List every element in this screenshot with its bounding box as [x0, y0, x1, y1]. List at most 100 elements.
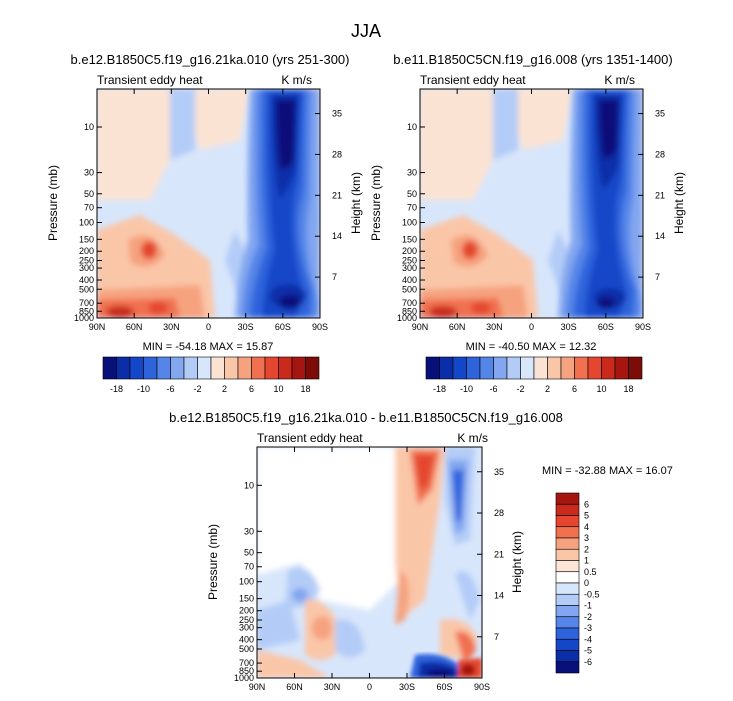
colorbar-box	[560, 356, 575, 380]
y-tick-label: 250	[79, 256, 94, 266]
colorbar-label: 1	[584, 556, 589, 566]
y-right-tick-label: 21	[332, 190, 342, 200]
colorbar-box	[555, 650, 580, 663]
y-tick-label: 50	[244, 548, 254, 558]
colorbar-label: -2	[516, 384, 524, 394]
y-tick-label: 200	[239, 606, 254, 616]
colorbar-box	[555, 638, 580, 651]
axes: 90N 60N 30N 0 30S 60S 90S103050701001502002503…	[397, 89, 665, 332]
y-tick-label: 1000	[397, 313, 417, 323]
colorbar-label: -6	[584, 657, 592, 667]
y-tick-label: 250	[239, 615, 254, 625]
y-tick-label: 150	[79, 234, 94, 244]
y-right-tick-label: 14	[655, 231, 665, 241]
colorbar-box	[555, 515, 580, 528]
colorbar-label: 0.5	[584, 567, 597, 577]
min-max-text: MIN = -54.18 MAX = 15.87	[143, 341, 274, 353]
colorbar-box	[291, 356, 306, 380]
axes: 90N 60N 30N 0 30S 60S 90S103050701001502002503…	[74, 89, 342, 332]
colorbar-label: -3	[584, 623, 592, 633]
x-tick-label: 30S	[399, 682, 415, 692]
colorbar-box	[601, 356, 616, 380]
y-right-tick-label: 28	[655, 149, 665, 159]
colorbar-label: 0	[584, 578, 589, 588]
panel-title: b.e12.B1850C5.f19_g16.21ka.010 (yrs 251-…	[71, 52, 350, 67]
x-tick-label: 30N	[324, 682, 341, 692]
colorbar-box	[156, 356, 171, 380]
colorbar-box	[574, 356, 589, 380]
colorbar-box	[547, 356, 562, 380]
x-tick-label: 60N	[286, 682, 303, 692]
panel-title: b.e11.B1850C5CN.f19_g16.008 (yrs 1351-14…	[393, 52, 672, 67]
colorbar-box	[251, 356, 266, 380]
y-tick-label: 300	[79, 263, 94, 273]
y-tick-label: 200	[79, 246, 94, 256]
x-tick-label: 60N	[449, 322, 466, 332]
y-tick-label: 850	[239, 666, 254, 676]
colorbar-box	[533, 356, 548, 380]
y-tick-label: 70	[84, 203, 94, 213]
y-tick-label: 30	[407, 168, 417, 178]
colorbar-label: 2	[545, 384, 550, 394]
x-tick-label: 60N	[126, 322, 143, 332]
colorbar-label: -2	[193, 384, 201, 394]
colorbar-label: 2	[584, 544, 589, 554]
colorbar: -18 -10 -6 -2 2 6 10 18	[102, 356, 320, 394]
y-tick-label: 700	[79, 298, 94, 308]
colorbar-label: -0.5	[584, 589, 600, 599]
colorbar-box	[506, 356, 521, 380]
x-tick-label: 90S	[474, 682, 490, 692]
y-right-tick-label: 35	[655, 109, 665, 119]
colorbar-label: -10	[137, 384, 150, 394]
colorbar-box	[555, 571, 580, 584]
y-tick-label: 300	[239, 623, 254, 633]
y-tick-label: 1000	[74, 313, 94, 323]
x-tick-label: 30S	[238, 322, 254, 332]
min-max-text: MIN = -40.50 MAX = 12.32	[466, 341, 597, 353]
axes: 90N 60N 30N 0 30S 60S 90S103050701001502002503…	[234, 447, 504, 692]
y-tick-label: 300	[402, 263, 417, 273]
colorbar-box	[555, 526, 580, 539]
colorbar-box	[129, 356, 144, 380]
panel-difference: b.e12.B1850C5.f19_g16.21ka.010 - b.e11.B…	[169, 410, 673, 692]
colorbar-label: 3	[584, 533, 589, 543]
x-tick-label: 30N	[486, 322, 503, 332]
colorbar-label: 18	[300, 384, 310, 394]
y-right-tick-label: 35	[494, 467, 504, 477]
y-tick-label: 10	[407, 122, 417, 132]
x-tick-label: 0	[206, 322, 211, 332]
y-tick-label: 100	[402, 218, 417, 228]
y-tick-label: 850	[402, 306, 417, 316]
y-tick-label: 10	[84, 122, 94, 132]
colorbar-box	[555, 616, 580, 629]
colorbar-box	[224, 356, 239, 380]
colorbar-box	[555, 537, 580, 550]
y-tick-label: 150	[402, 234, 417, 244]
contour-field	[420, 89, 643, 318]
y-axis-right-label: Height (km)	[672, 172, 686, 234]
y-axis-right-label: Height (km)	[349, 172, 363, 234]
x-tick-label: 90N	[249, 682, 266, 692]
colorbar-label: -10	[460, 384, 473, 394]
colorbar-label: 6	[572, 384, 577, 394]
colorbar-label: 5	[584, 511, 589, 521]
colorbar: -18 -10 -6 -2 2 6 10 18	[425, 356, 643, 394]
y-axis-label: Pressure (mb)	[46, 165, 60, 241]
y-tick-label: 1000	[234, 673, 254, 683]
colorbar-box	[425, 356, 440, 380]
y-tick-label: 70	[244, 562, 254, 572]
colorbar-box	[555, 492, 580, 505]
y-right-tick-label: 21	[655, 190, 665, 200]
y-tick-label: 150	[239, 594, 254, 604]
y-right-tick-label: 28	[332, 149, 342, 159]
colorbar-label: -6	[166, 384, 174, 394]
colorbar-box	[183, 356, 198, 380]
y-right-tick-label: 14	[332, 231, 342, 241]
y-tick-label: 500	[79, 284, 94, 294]
colorbar-label: -5	[584, 646, 592, 656]
colorbar-box	[466, 356, 481, 380]
y-tick-label: 50	[407, 189, 417, 199]
panel-title: b.e12.B1850C5.f19_g16.21ka.010 - b.e11.B…	[169, 410, 563, 425]
